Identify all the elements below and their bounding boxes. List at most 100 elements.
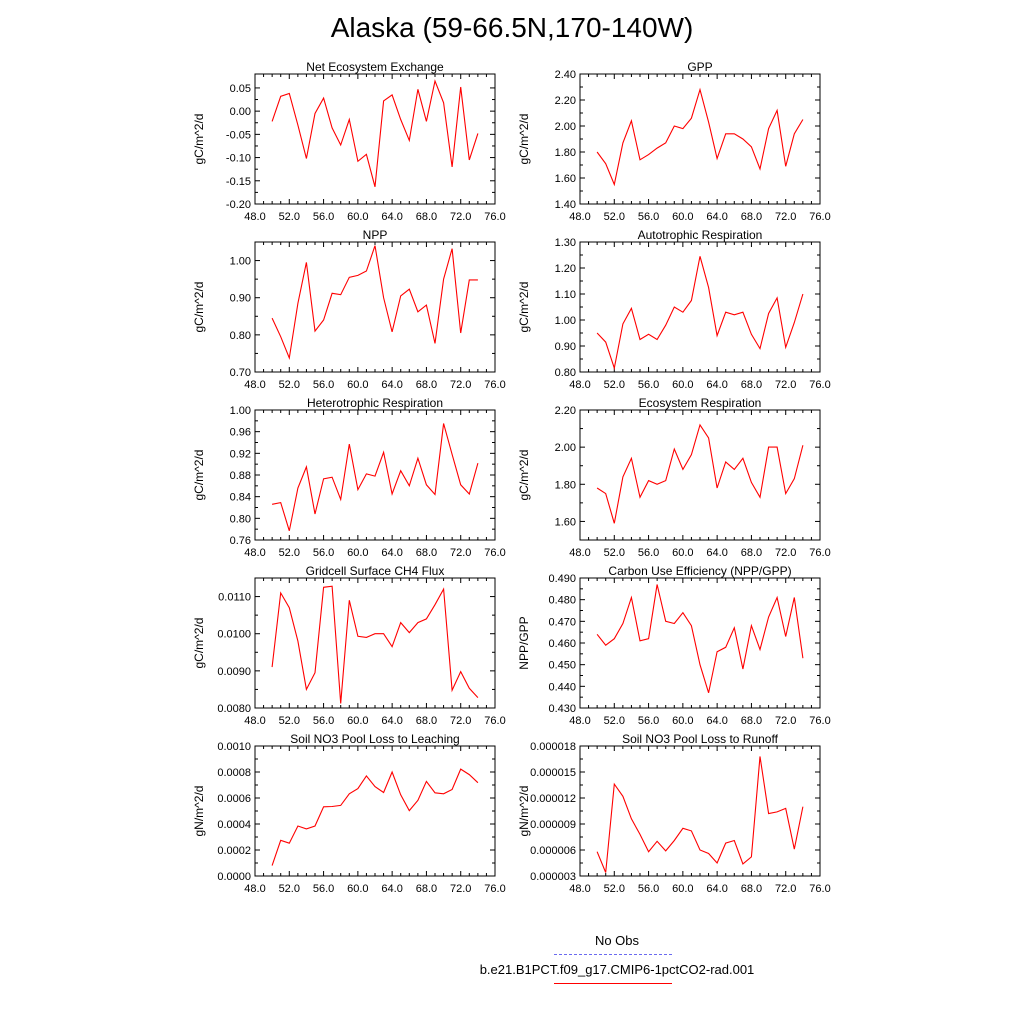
y-tick-label: 2.20 [555,95,576,107]
y-tick-label: 1.00 [230,405,251,417]
x-tick-label: 48.0 [244,715,265,727]
x-tick-label: 72.0 [450,379,471,391]
x-tick-label: 68.0 [416,211,437,223]
page-title: Alaska (59-66.5N,170-140W) [330,12,694,43]
x-tick-label: 60.0 [672,211,693,223]
x-tick-label: 76.0 [484,547,505,559]
x-tick-label: 76.0 [484,715,505,727]
panel-title: GPP [687,60,712,74]
x-tick-label: 64.0 [706,883,727,895]
x-tick-label: 48.0 [569,715,590,727]
x-tick-label: 76.0 [484,883,505,895]
x-tick-label: 68.0 [741,715,762,727]
x-tick-label: 48.0 [569,379,590,391]
x-tick-label: 52.0 [279,715,300,727]
y-tick-label: 0.90 [230,293,251,305]
x-tick-label: 64.0 [706,379,727,391]
chart-panel-1: GPP gC/m^2/d 48.0 52.0 56.0 60.0 64.0 68.0 72.0 7… [517,60,831,223]
series-line [596,584,804,693]
x-tick-label: 52.0 [279,211,300,223]
y-tick-label: 2.20 [555,405,576,417]
x-tick-label: 48.0 [244,547,265,559]
series-line [596,756,804,873]
x-tick-label: 60.0 [672,547,693,559]
chart-panel-8: Soil NO3 Pool Loss to Leaching gN/m^2/d 48… [192,732,506,895]
y-tick-label: 1.40 [555,199,576,211]
x-tick-label: 68.0 [416,715,437,727]
y-tick-label: 0.000018 [530,741,576,753]
y-tick-label: 0.00 [230,106,251,118]
series-line [271,423,479,531]
x-tick-label: 68.0 [416,547,437,559]
x-tick-label: 64.0 [381,715,402,727]
x-tick-label: 56.0 [313,715,334,727]
x-tick-label: 56.0 [313,211,334,223]
y-axis-label: gC/m^2/d [192,114,206,165]
plot-frame [254,577,496,709]
y-tick-label: 0.90 [555,341,576,353]
x-tick-label: 68.0 [741,883,762,895]
plot-frame [579,241,821,373]
x-tick-label: 56.0 [638,883,659,895]
x-tick-label: 56.0 [638,379,659,391]
x-tick-label: 68.0 [416,379,437,391]
plot-frame [579,409,821,541]
x-tick-label: 68.0 [741,379,762,391]
y-tick-label: 1.80 [555,147,576,159]
y-tick-label: -0.10 [226,153,251,165]
x-tick-label: 60.0 [672,379,693,391]
x-tick-label: 64.0 [381,379,402,391]
y-tick-label: 0.96 [230,427,251,439]
x-tick-label: 60.0 [347,883,368,895]
plot-frame [579,577,821,709]
x-tick-label: 72.0 [450,883,471,895]
y-tick-label: 0.000012 [530,793,576,805]
chart-panel-4: Heterotrophic Respiration gC/m^2/d 48.0 52.… [192,396,506,559]
y-tick-label: 0.430 [548,703,576,715]
y-tick-label: -0.05 [226,129,251,141]
y-tick-label: 2.00 [555,121,576,133]
x-tick-label: 48.0 [244,211,265,223]
x-tick-label: 76.0 [809,883,830,895]
x-tick-label: 60.0 [672,883,693,895]
x-tick-label: 72.0 [775,715,796,727]
panel-title: Carbon Use Efficiency (NPP/GPP) [608,564,791,578]
y-tick-label: 2.40 [555,69,576,81]
y-tick-label: 0.0006 [217,793,251,805]
y-tick-label: 0.440 [548,681,576,693]
x-tick-label: 72.0 [450,715,471,727]
x-tick-label: 72.0 [775,211,796,223]
series-line [596,423,804,524]
panel-title: Net Ecosystem Exchange [306,60,444,74]
y-tick-label: 0.000003 [530,871,576,883]
x-tick-label: 60.0 [347,715,368,727]
x-tick-label: 60.0 [347,547,368,559]
y-axis-label: NPP/GPP [517,616,531,669]
y-axis-label: gC/m^2/d [517,114,531,165]
y-axis-label: gN/m^2/d [192,786,206,837]
y-tick-label: 0.84 [230,492,251,504]
legend-label-obs: No Obs [594,933,640,948]
y-tick-label: 1.00 [555,315,576,327]
x-tick-label: 52.0 [279,379,300,391]
legend-line-model [554,983,672,984]
legend-label-model: b.e21.B1PCT.f09_g17.CMIP6-1pctCO2-rad.00… [479,962,755,977]
x-tick-label: 64.0 [706,715,727,727]
x-tick-label: 56.0 [638,547,659,559]
x-tick-label: 72.0 [775,547,796,559]
y-tick-label: 0.0010 [217,741,251,753]
chart-panel-0: Net Ecosystem Exchange gC/m^2/d 48.0 52.0 56… [192,60,506,223]
y-tick-label: 1.10 [555,289,576,301]
y-tick-label: 1.80 [555,479,576,491]
y-axis-label: gC/m^2/d [517,450,531,501]
series-line [271,245,478,360]
x-tick-label: 76.0 [809,211,830,223]
x-tick-label: 76.0 [809,715,830,727]
y-tick-label: 0.470 [548,616,576,628]
x-tick-label: 64.0 [381,883,402,895]
x-tick-label: 48.0 [569,211,590,223]
chart-panel-5: Ecosystem Respiration gC/m^2/d 48.0 52.0 56.… [517,396,831,559]
x-tick-label: 72.0 [775,883,796,895]
series-line [271,585,479,704]
